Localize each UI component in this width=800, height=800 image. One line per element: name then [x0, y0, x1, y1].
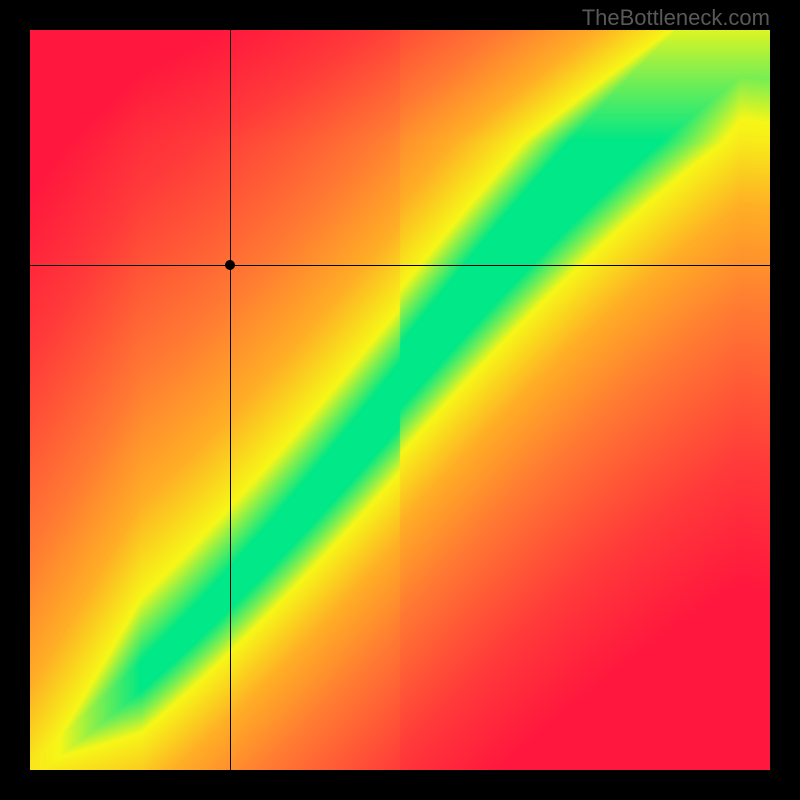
crosshair-vertical-line — [230, 30, 231, 770]
crosshair-horizontal-line — [30, 265, 770, 266]
watermark-text: TheBottleneck.com — [582, 5, 770, 31]
crosshair-marker-dot — [225, 260, 235, 270]
heatmap-plot-area — [30, 30, 770, 770]
heatmap-canvas — [30, 30, 770, 770]
